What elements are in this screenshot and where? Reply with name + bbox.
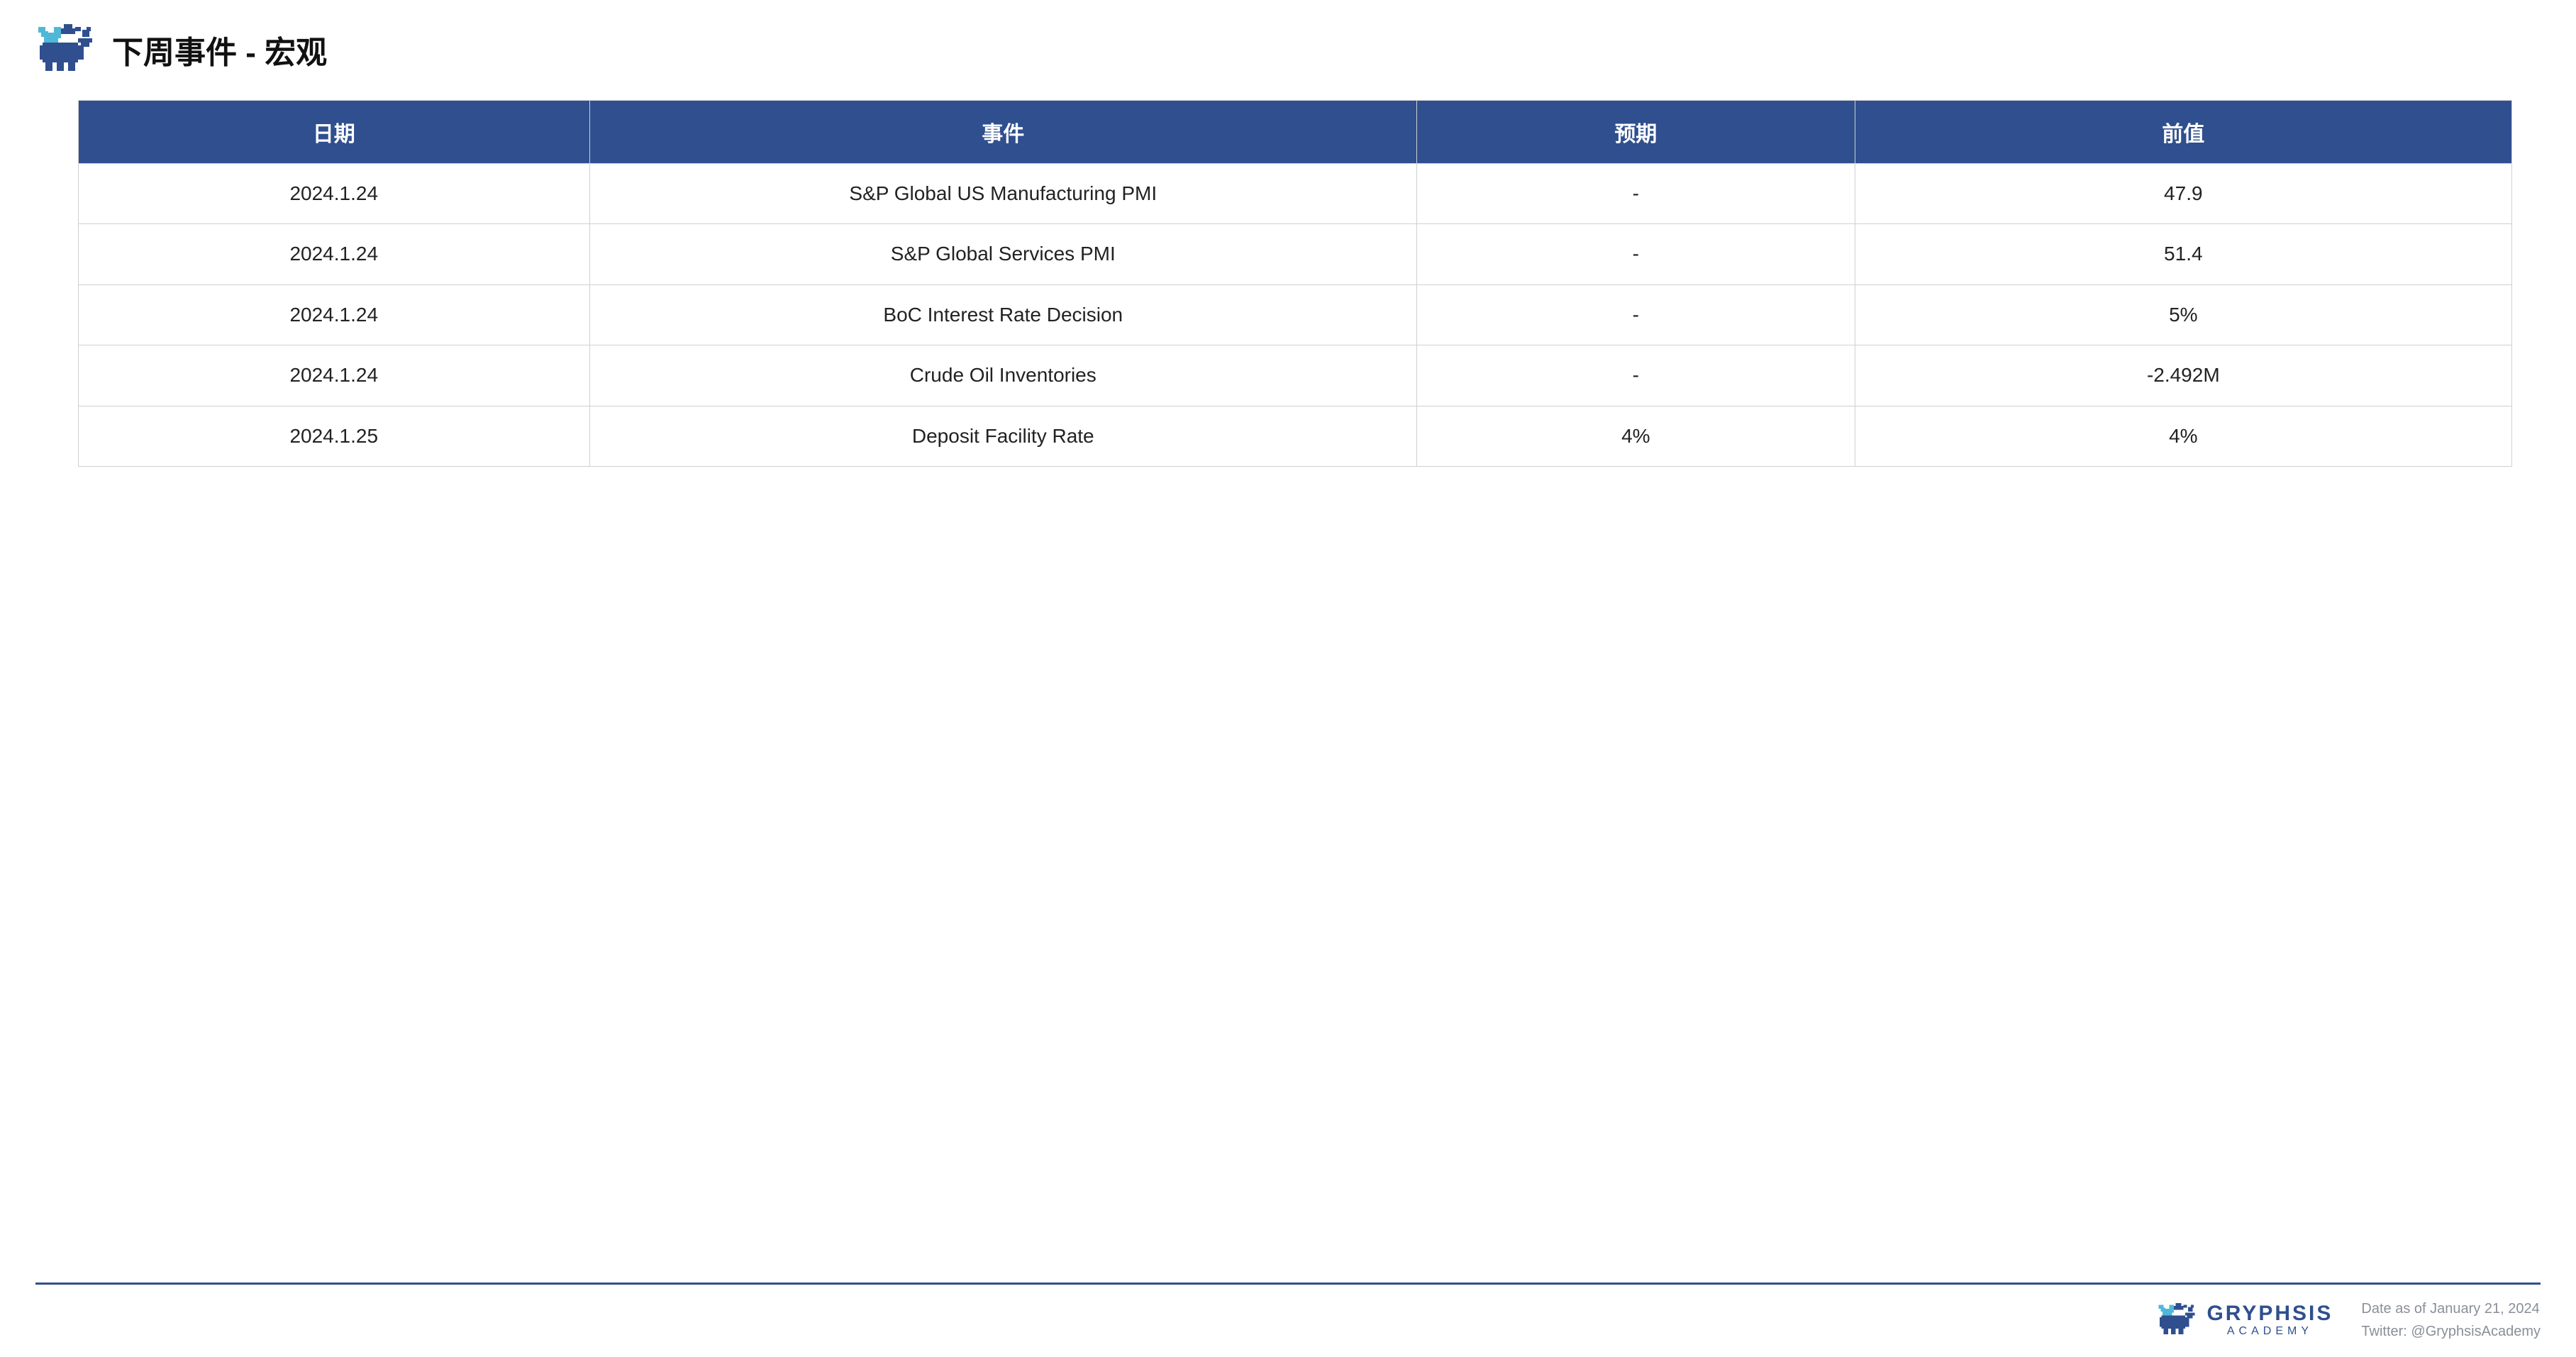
col-previous: 前值: [1855, 101, 2511, 164]
cell-date: 2024.1.24: [79, 345, 590, 406]
cell-previous: 51.4: [1855, 224, 2511, 284]
col-event: 事件: [589, 101, 1417, 164]
footer-meta: Date as of January 21, 2024 Twitter: @Gr…: [2361, 1297, 2541, 1343]
cell-date: 2024.1.24: [79, 224, 590, 284]
table-row: 2024.1.24 S&P Global Services PMI - 51.4: [79, 224, 2512, 284]
brand-block: GRYPHSIS ACADEMY: [2157, 1301, 2333, 1340]
page-title: 下周事件 - 宏观: [112, 27, 327, 72]
table-row: 2024.1.24 Crude Oil Inventories - -2.492…: [79, 345, 2512, 406]
gryphon-logo-small-icon: [2157, 1301, 2197, 1340]
brand-text: GRYPHSIS ACADEMY: [2206, 1303, 2333, 1337]
cell-previous: 5%: [1855, 284, 2511, 345]
table-header-row: 日期 事件 预期 前值: [79, 101, 2512, 164]
cell-date: 2024.1.24: [79, 284, 590, 345]
table-row: 2024.1.24 BoC Interest Rate Decision - 5…: [79, 284, 2512, 345]
cell-expected: -: [1417, 224, 1855, 284]
cell-date: 2024.1.24: [79, 164, 590, 224]
footer-date: Date as of January 21, 2024: [2361, 1297, 2541, 1320]
events-table-container: 日期 事件 预期 前值 2024.1.24 S&P Global US Manu…: [35, 100, 2541, 1257]
header: 下周事件 - 宏观: [35, 21, 2541, 77]
brand-name: GRYPHSIS: [2206, 1303, 2333, 1324]
table-row: 2024.1.24 S&P Global US Manufacturing PM…: [79, 164, 2512, 224]
cell-event: Crude Oil Inventories: [589, 345, 1417, 406]
cell-event: BoC Interest Rate Decision: [589, 284, 1417, 345]
table-head: 日期 事件 预期 前值: [79, 101, 2512, 164]
cell-expected: -: [1417, 284, 1855, 345]
cell-event: Deposit Facility Rate: [589, 406, 1417, 466]
cell-previous: 47.9: [1855, 164, 2511, 224]
table-row: 2024.1.25 Deposit Facility Rate 4% 4%: [79, 406, 2512, 466]
table-body: 2024.1.24 S&P Global US Manufacturing PM…: [79, 164, 2512, 467]
slide: 下周事件 - 宏观 日期 事件 预期 前值 2024.1.24 S&P Glob…: [0, 0, 2576, 1357]
footer-twitter: Twitter: @GryphsisAcademy: [2361, 1320, 2541, 1343]
footer: GRYPHSIS ACADEMY Date as of January 21, …: [35, 1285, 2541, 1343]
col-date: 日期: [79, 101, 590, 164]
cell-event: S&P Global US Manufacturing PMI: [589, 164, 1417, 224]
brand-sub: ACADEMY: [2206, 1326, 2333, 1337]
gryphon-logo-icon: [35, 21, 95, 77]
cell-expected: 4%: [1417, 406, 1855, 466]
events-table: 日期 事件 预期 前值 2024.1.24 S&P Global US Manu…: [78, 100, 2512, 467]
cell-expected: -: [1417, 164, 1855, 224]
cell-date: 2024.1.25: [79, 406, 590, 466]
cell-previous: 4%: [1855, 406, 2511, 466]
col-expected: 预期: [1417, 101, 1855, 164]
cell-event: S&P Global Services PMI: [589, 224, 1417, 284]
cell-expected: -: [1417, 345, 1855, 406]
cell-previous: -2.492M: [1855, 345, 2511, 406]
